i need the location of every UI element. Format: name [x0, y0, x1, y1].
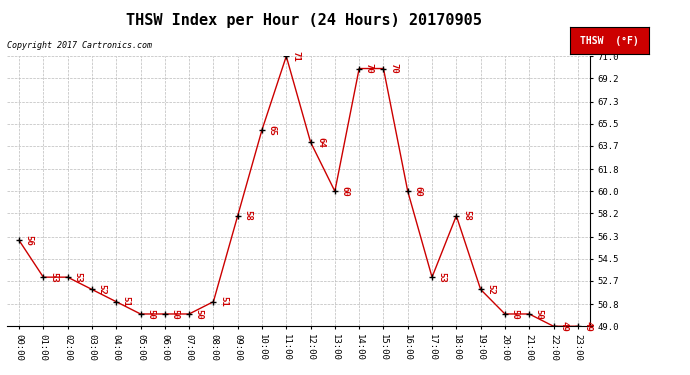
Text: 53: 53 — [49, 272, 58, 282]
Text: THSW  (°F): THSW (°F) — [580, 36, 639, 46]
Text: 58: 58 — [462, 210, 471, 221]
Text: 58: 58 — [244, 210, 253, 221]
Text: 50: 50 — [511, 309, 520, 320]
Text: 71: 71 — [292, 51, 301, 62]
Text: 52: 52 — [97, 284, 106, 295]
Text: Copyright 2017 Cartronics.com: Copyright 2017 Cartronics.com — [7, 41, 152, 50]
Text: 53: 53 — [437, 272, 446, 282]
Text: 50: 50 — [170, 309, 179, 320]
Text: 60: 60 — [413, 186, 422, 196]
Text: 50: 50 — [535, 309, 544, 320]
Text: 49: 49 — [583, 321, 592, 332]
Text: 64: 64 — [316, 137, 325, 147]
Text: THSW Index per Hour (24 Hours) 20170905: THSW Index per Hour (24 Hours) 20170905 — [126, 13, 482, 28]
Text: 56: 56 — [25, 235, 34, 246]
Text: 70: 70 — [365, 63, 374, 74]
Text: 51: 51 — [219, 296, 228, 307]
Text: 51: 51 — [121, 296, 131, 307]
Text: 49: 49 — [559, 321, 568, 332]
Text: 60: 60 — [340, 186, 349, 196]
Text: 50: 50 — [195, 309, 204, 320]
Text: 52: 52 — [486, 284, 495, 295]
Text: 70: 70 — [389, 63, 398, 74]
Text: 65: 65 — [268, 124, 277, 135]
Text: 53: 53 — [73, 272, 82, 282]
Text: 50: 50 — [146, 309, 155, 320]
